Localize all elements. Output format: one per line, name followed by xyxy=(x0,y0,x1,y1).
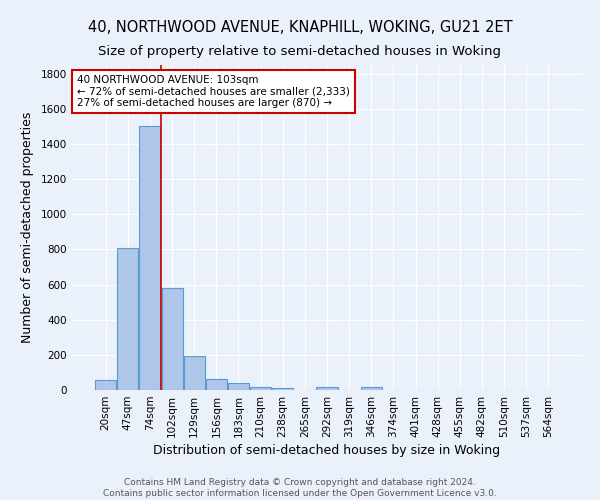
Bar xyxy=(118,248,139,390)
Text: Size of property relative to semi-detached houses in Woking: Size of property relative to semi-detach… xyxy=(98,45,502,58)
Bar xyxy=(272,388,293,390)
Bar xyxy=(139,126,160,390)
Bar xyxy=(95,380,116,390)
Bar xyxy=(161,288,182,390)
Bar xyxy=(316,388,338,390)
Bar xyxy=(250,387,271,390)
Text: Contains HM Land Registry data © Crown copyright and database right 2024.
Contai: Contains HM Land Registry data © Crown c… xyxy=(103,478,497,498)
Text: 40, NORTHWOOD AVENUE, KNAPHILL, WOKING, GU21 2ET: 40, NORTHWOOD AVENUE, KNAPHILL, WOKING, … xyxy=(88,20,512,35)
X-axis label: Distribution of semi-detached houses by size in Woking: Distribution of semi-detached houses by … xyxy=(154,444,500,457)
Bar xyxy=(228,382,249,390)
Bar xyxy=(184,356,205,390)
Bar xyxy=(361,387,382,390)
Text: 40 NORTHWOOD AVENUE: 103sqm
← 72% of semi-detached houses are smaller (2,333)
27: 40 NORTHWOOD AVENUE: 103sqm ← 72% of sem… xyxy=(77,74,350,108)
Y-axis label: Number of semi-detached properties: Number of semi-detached properties xyxy=(21,112,34,343)
Bar xyxy=(206,379,227,390)
